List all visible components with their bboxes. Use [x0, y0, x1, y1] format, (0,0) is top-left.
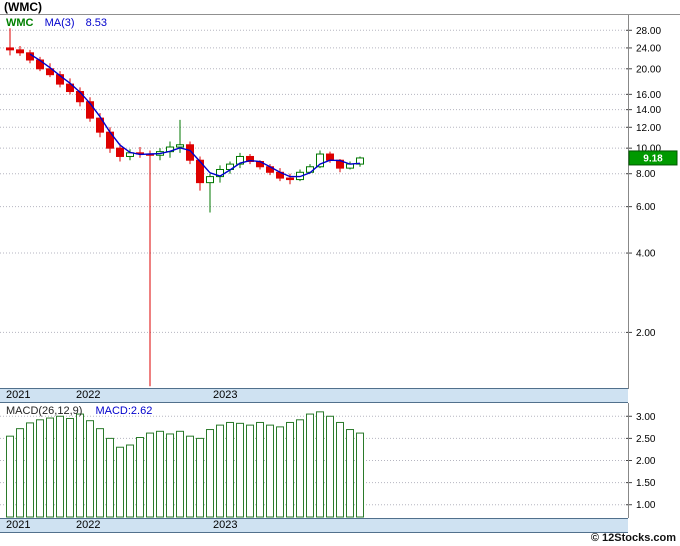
macd-axis-label: 2.50 — [636, 434, 656, 445]
macd-bar — [326, 415, 334, 518]
macd-axis-label: 1.50 — [636, 478, 656, 489]
macd-bar — [136, 437, 144, 518]
price-legend: WMC MA(3) 8.53 — [6, 17, 107, 30]
macd-value-label: MACD:2.62 — [95, 405, 153, 417]
macd-axis-label: 3.00 — [636, 412, 656, 423]
last-price-badge — [628, 150, 678, 166]
candle-body — [56, 74, 64, 85]
macd-bar — [166, 433, 174, 518]
macd-bar — [36, 419, 44, 518]
macd-bar — [86, 420, 94, 518]
price-axis-label: 12.00 — [636, 123, 661, 134]
candle-body — [186, 144, 194, 161]
macd-axis-label: 1.00 — [636, 500, 656, 511]
macd-x-axis-band: 2021 2022 2023 — [0, 518, 628, 533]
macd-bar — [346, 429, 354, 518]
macd-bar — [296, 419, 304, 518]
x-axis-year-label: 2022 — [76, 389, 101, 401]
candle-body — [356, 157, 364, 165]
macd-bar — [206, 429, 214, 518]
macd-bar — [156, 430, 164, 518]
macd-bar — [116, 446, 124, 518]
price-axis-label: 4.00 — [636, 249, 656, 260]
watermark: © 12Stocks.com — [590, 532, 676, 544]
x-axis-year-label: 2021 — [6, 389, 31, 401]
price-axis-label: 2.00 — [636, 328, 656, 339]
candle-body — [86, 101, 94, 119]
macd-bar — [276, 426, 284, 518]
price-chart-canvas: 28.00 24.00 20.00 16.00 14.00 12.00 10.00 8.00 6… — [0, 14, 680, 389]
macd-bar — [236, 422, 244, 518]
macd-bar — [66, 417, 74, 518]
price-axis-label: 8.00 — [636, 169, 656, 180]
price-axis-label: 14.00 — [636, 105, 661, 116]
macd-bar — [216, 424, 224, 518]
macd-bar — [96, 428, 104, 518]
ma-label: MA(3) — [44, 17, 75, 29]
x-axis-year-label: 2022 — [76, 519, 101, 531]
macd-bar — [126, 444, 134, 518]
macd-bar — [176, 430, 184, 518]
candle-body — [326, 153, 334, 161]
price-x-axis-band: 2021 2022 2023 — [0, 388, 628, 403]
price-axis-label: 28.00 — [636, 26, 661, 37]
candle-body — [236, 155, 244, 165]
candle-body — [206, 176, 214, 184]
macd-bar — [196, 437, 204, 518]
macd-bar — [106, 437, 114, 518]
macd-legend: MACD(26,12,9) MACD:2.62 — [6, 405, 152, 418]
macd-bar — [316, 411, 324, 518]
ma3-line — [29, 53, 361, 178]
macd-bar — [286, 421, 294, 518]
macd-bar — [306, 413, 314, 518]
candle-body — [316, 153, 324, 168]
candle-body — [246, 155, 254, 163]
ticker-symbol-label: WMC — [6, 17, 34, 29]
macd-bar — [256, 421, 264, 518]
macd-bar — [46, 417, 54, 518]
price-axis-label: 20.00 — [636, 64, 661, 75]
macd-bar — [266, 424, 274, 518]
candle-body — [196, 159, 204, 184]
macd-axis-label: 2.00 — [636, 456, 656, 467]
price-axis-label: 10.00 — [636, 144, 661, 155]
candle-body — [16, 49, 24, 54]
last-price-badge-label: 9.18 — [643, 153, 663, 164]
macd-bar — [146, 432, 154, 518]
macd-chart-canvas: 3.00 2.50 2.00 1.50 1.00 — [0, 403, 656, 518]
price-axis-label: 6.00 — [636, 202, 656, 213]
macd-bar — [336, 421, 344, 518]
candle-body — [6, 47, 14, 51]
macd-bar — [6, 435, 14, 518]
candle-body — [116, 147, 124, 157]
macd-bar — [246, 424, 254, 518]
candle-body — [46, 68, 54, 76]
macd-bar — [16, 428, 24, 518]
macd-bar — [56, 415, 64, 518]
candle-body — [36, 59, 44, 70]
macd-bar — [76, 413, 84, 518]
x-axis-year-label: 2023 — [213, 519, 238, 531]
candle-body — [96, 117, 104, 133]
macd-bar — [226, 421, 234, 518]
macd-bar — [356, 432, 364, 518]
macd-bar — [186, 435, 194, 518]
macd-bar — [26, 422, 34, 518]
macd-params-label: MACD(26,12,9) — [6, 405, 83, 417]
candle-body — [286, 177, 294, 181]
price-axis-label: 24.00 — [636, 43, 661, 54]
x-axis-year-label: 2021 — [6, 519, 31, 531]
ma-value: 8.53 — [85, 17, 107, 29]
page-title: (WMC) — [4, 0, 42, 14]
x-axis-year-label: 2023 — [213, 389, 238, 401]
price-axis-label: 16.00 — [636, 90, 661, 101]
candle-body — [176, 144, 184, 148]
